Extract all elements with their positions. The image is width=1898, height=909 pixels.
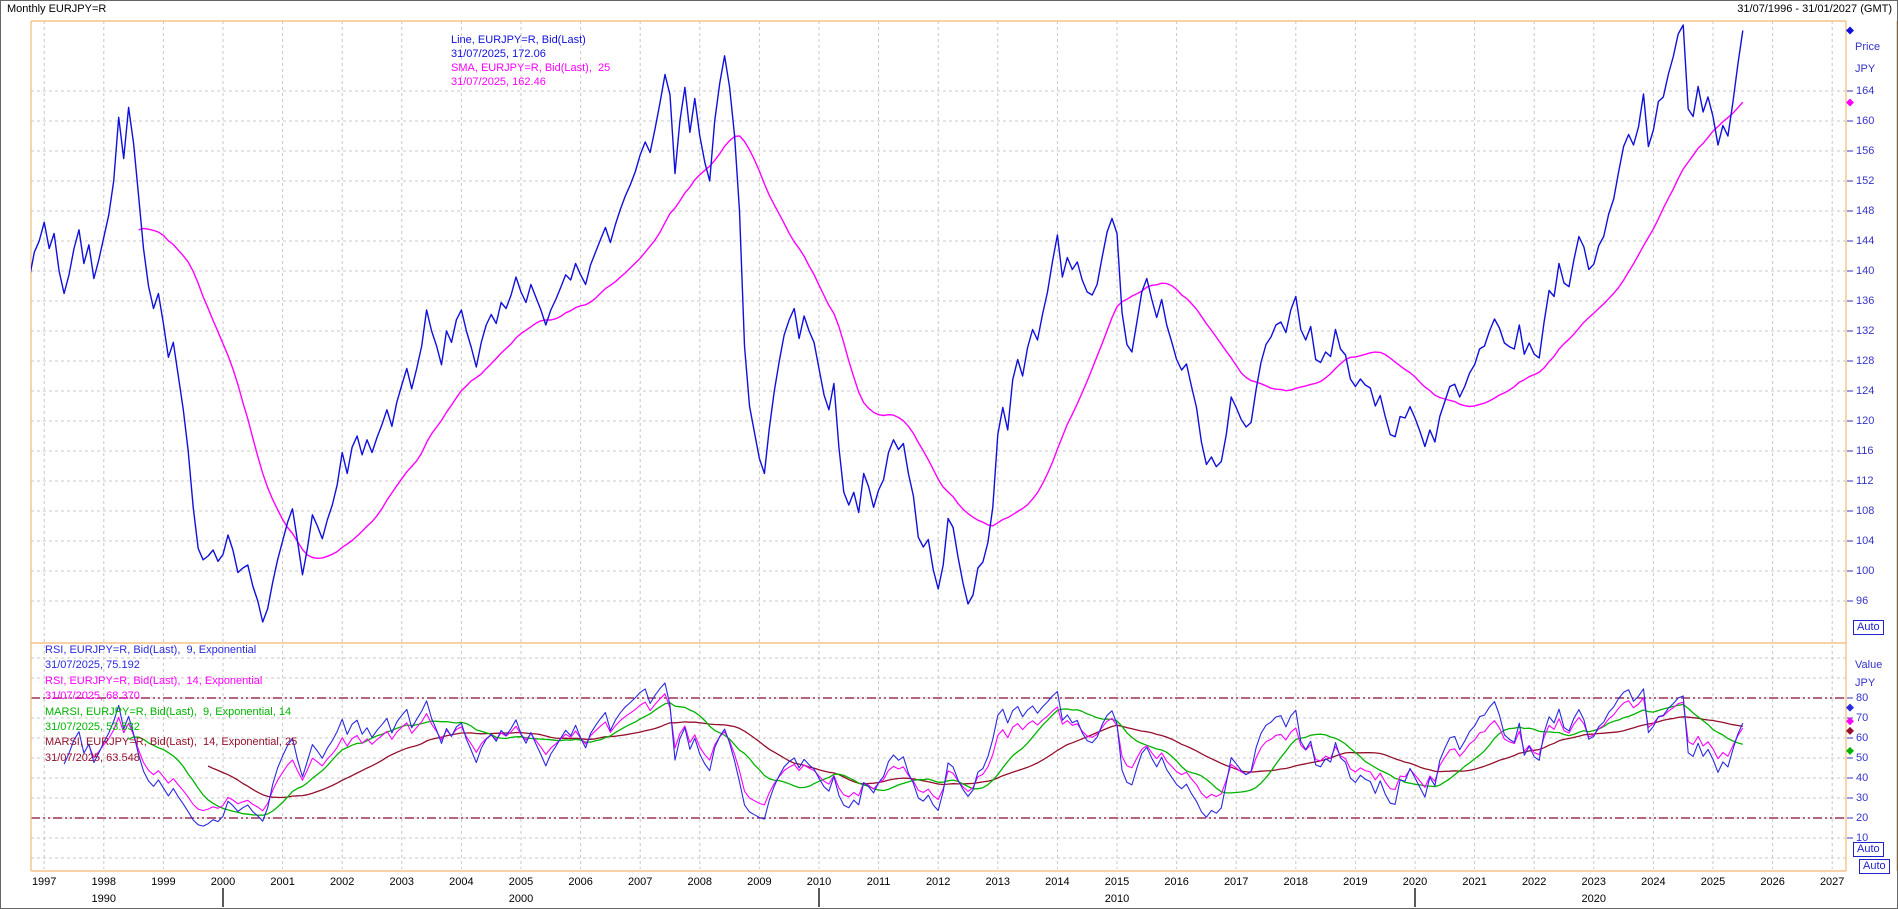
last-value-marker <box>1846 726 1854 735</box>
date-range-label: 31/07/1996 - 31/01/2027 (GMT) <box>1737 3 1892 15</box>
last-value-marker <box>1846 98 1854 107</box>
chart-title: Monthly EURJPY=R <box>7 3 107 15</box>
title-bar: Monthly EURJPY=R 31/07/1996 - 31/01/2027… <box>1 1 1897 19</box>
panel-frame <box>30 20 1897 872</box>
time-axis-auto-button[interactable]: Auto <box>1859 859 1890 874</box>
last-value-marker <box>1846 703 1854 712</box>
series-line <box>63 682 1744 827</box>
last-value-marker <box>1846 717 1854 726</box>
gridlines <box>31 21 1846 869</box>
value-axis-auto-button[interactable]: Auto <box>1853 842 1884 857</box>
series-line <box>31 24 1744 623</box>
series-line <box>138 101 1744 559</box>
last-value-marker <box>1846 746 1854 755</box>
price-axis-auto-button[interactable]: Auto <box>1853 620 1884 635</box>
series-line <box>128 702 1743 816</box>
series-line <box>88 693 1744 812</box>
last-value-marker <box>1846 26 1854 35</box>
